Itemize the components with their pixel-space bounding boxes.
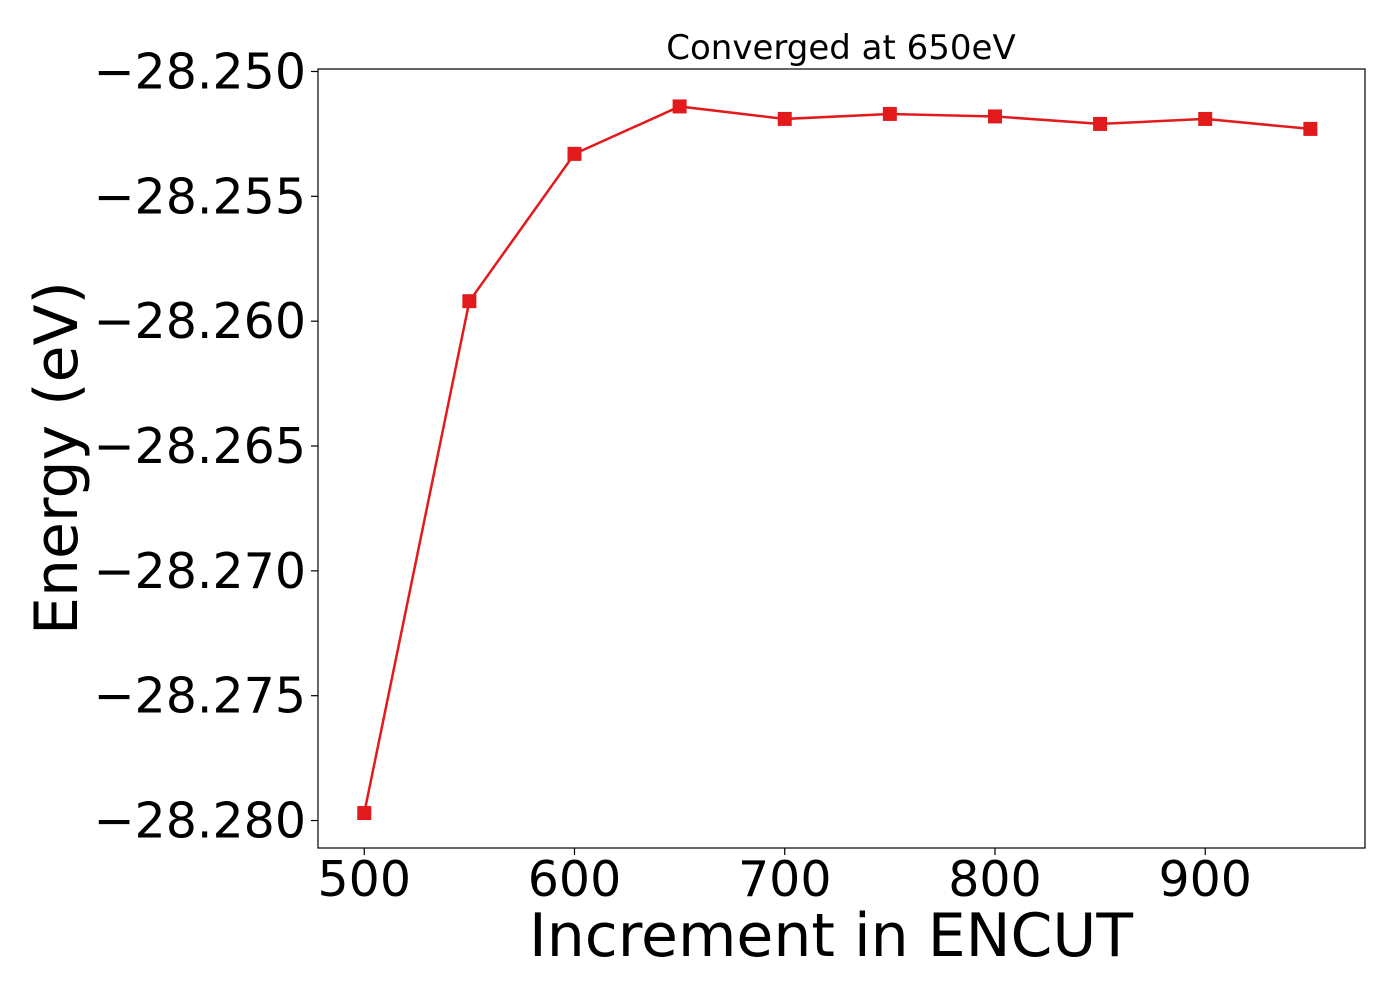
y-axis-ticks: −28.250 −28.255 −28.260 −28.265 −28.270 −28.2… <box>93 43 318 850</box>
x-axis-ticks: 500 600 700 800 900 <box>317 848 1252 908</box>
x-tick-label: 800 <box>948 851 1042 908</box>
y-tick-label: −28.260 <box>93 293 306 350</box>
data-point <box>882 106 897 121</box>
series-layer <box>357 99 1318 821</box>
y-tick-label: −28.270 <box>93 543 306 600</box>
x-axis-title: Increment in ENCUT <box>529 901 1133 971</box>
y-axis-title: Energy (eV) <box>22 281 92 635</box>
y-tick-label: −28.255 <box>93 168 306 225</box>
chart-title: Converged at 650eV <box>666 28 1015 68</box>
data-point <box>1303 121 1318 136</box>
data-point <box>777 111 792 126</box>
data-point <box>672 99 687 114</box>
x-tick-label: 900 <box>1158 851 1252 908</box>
data-point <box>567 146 582 161</box>
x-tick-label: 700 <box>738 851 832 908</box>
y-tick-label: −28.265 <box>93 418 306 475</box>
x-tick-label: 500 <box>317 851 411 908</box>
data-point <box>462 294 477 309</box>
y-tick-label: −28.275 <box>93 668 306 725</box>
data-point <box>357 806 372 821</box>
series-line <box>363 105 1311 814</box>
x-tick-label: 600 <box>528 851 622 908</box>
y-tick-label: −28.250 <box>93 43 306 100</box>
data-point <box>987 109 1002 124</box>
data-point <box>1093 116 1108 131</box>
plot-frame <box>317 68 1366 849</box>
y-tick-label: −28.280 <box>93 793 306 850</box>
data-point <box>1198 111 1213 126</box>
